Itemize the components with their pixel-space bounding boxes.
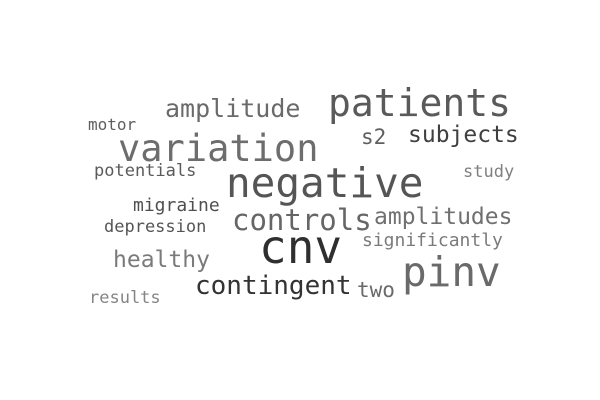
word-negative: negative — [226, 159, 424, 207]
word-patients: patients — [328, 81, 512, 125]
word-study: study — [463, 162, 515, 182]
word-s2: s2 — [361, 125, 387, 149]
word-two: two — [357, 278, 395, 302]
word-controls: controls — [232, 203, 372, 237]
word-depression: depression — [104, 217, 207, 237]
word-cnv: cnv — [259, 220, 343, 274]
word-contingent: contingent — [195, 271, 352, 301]
word-motor: motor — [88, 115, 137, 134]
word-pinv: pinv — [402, 248, 501, 296]
word-healthy: healthy — [113, 247, 210, 273]
word-migraine: migraine — [133, 195, 220, 216]
word-subjects: subjects — [408, 122, 519, 148]
word-potentials: potentials — [94, 161, 197, 181]
word-variation: variation — [118, 127, 319, 170]
word-amplitudes: amplitudes — [374, 204, 513, 230]
word-amplitude: amplitude — [165, 94, 301, 123]
word-results: results — [89, 288, 161, 308]
word-significantly: significantly — [362, 230, 503, 251]
